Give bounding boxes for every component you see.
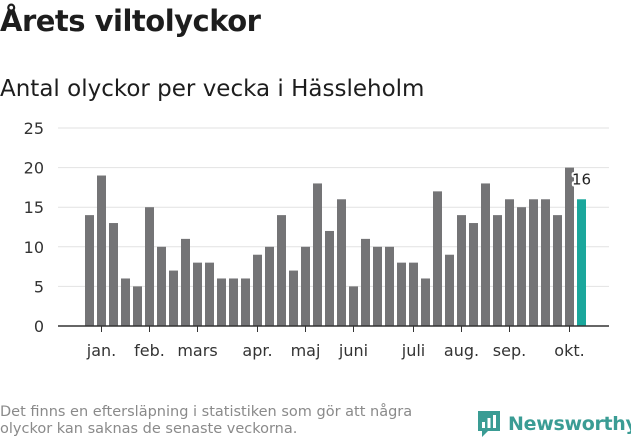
highlight-value-label: 16 (572, 170, 591, 188)
bar (493, 215, 502, 326)
x-tick-label: juni (338, 341, 368, 360)
x-tick-label: apr. (242, 341, 272, 360)
y-tick-label: 0 (34, 317, 44, 336)
x-tick-label: mars (177, 341, 217, 360)
bar (373, 246, 382, 326)
x-tick-label: jan. (86, 341, 116, 360)
bar (169, 270, 178, 326)
bar (85, 215, 94, 326)
bar (505, 199, 514, 326)
bar (241, 278, 250, 326)
bar (337, 199, 346, 326)
bar (109, 223, 118, 326)
bar (397, 262, 406, 326)
bar (289, 270, 298, 326)
x-tick-label: feb. (134, 341, 165, 360)
bar (553, 215, 562, 326)
x-tick-label: aug. (444, 341, 479, 360)
chart-subtitle: Antal olyckor per vecka i Hässleholm (0, 76, 425, 102)
page-title: Årets viltolyckor (0, 4, 261, 38)
bar (565, 167, 574, 326)
bar (529, 199, 538, 326)
bar (517, 207, 526, 326)
bar (97, 175, 106, 326)
bar (349, 286, 358, 326)
bar (277, 215, 286, 326)
bar (361, 238, 370, 326)
highlight-bar (577, 199, 586, 326)
x-tick-label: maj (291, 341, 321, 360)
footnote: Det finns en eftersläpning i statistiken… (0, 404, 413, 437)
bar-chart: 0 5 10 15 20 25 jan. feb. mars apr. maj juni juli aug… (24, 119, 609, 360)
bar (181, 238, 190, 326)
x-tick-label: juli (401, 341, 425, 360)
bar (301, 246, 310, 326)
bar (445, 254, 454, 326)
x-tick-label: okt. (554, 341, 584, 360)
bar (217, 278, 226, 326)
newsworthy-logo: Newsworthy (476, 408, 631, 440)
bar (433, 191, 442, 326)
y-tick-label: 5 (34, 277, 44, 296)
bar (205, 262, 214, 326)
bar (541, 199, 550, 326)
x-tick-label: sep. (493, 341, 526, 360)
brand-name: Newsworthy (508, 413, 631, 435)
y-tick-label: 20 (24, 159, 44, 178)
bar (313, 183, 322, 326)
bar (265, 246, 274, 326)
y-tick-label: 10 (24, 238, 44, 257)
bar (133, 286, 142, 326)
bar (385, 246, 394, 326)
bar (193, 262, 202, 326)
y-tick-label: 15 (24, 198, 44, 217)
bar (325, 230, 334, 326)
bar (481, 183, 490, 326)
bar (121, 278, 130, 326)
bar (421, 278, 430, 326)
bar (469, 223, 478, 326)
bar (157, 246, 166, 326)
bar (457, 215, 466, 326)
y-tick-label: 25 (24, 119, 44, 138)
bar (145, 207, 154, 326)
bar (229, 278, 238, 326)
bar (253, 254, 262, 326)
bar (409, 262, 418, 326)
newsworthy-icon (478, 411, 500, 437)
